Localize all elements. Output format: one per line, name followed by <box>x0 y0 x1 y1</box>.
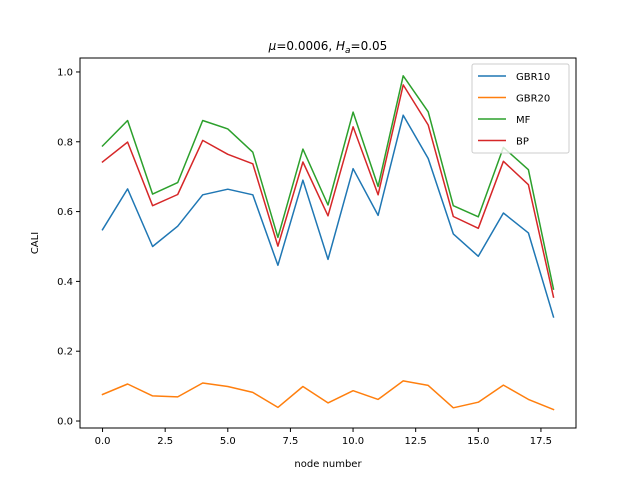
title-h-subscript: a <box>345 46 351 56</box>
x-tick-label: 7.5 <box>282 436 298 447</box>
y-tick-label: 0.4 <box>57 277 73 288</box>
x-tick-label: 0.0 <box>95 436 111 447</box>
chart-title: μ=0.0006, Ha=0.05 <box>268 39 388 56</box>
ticks-layer: 0.0 2.5 5.0 7.5 10.0 12.5 15.0 17.5 0.0 0.2 0.4 0.6… <box>57 67 552 447</box>
legend-label-gbr20: GBR20 <box>516 94 550 105</box>
x-axis-label: node number <box>294 459 362 470</box>
y-tick-label: 0.0 <box>57 417 73 428</box>
y-tick-label: 1.0 <box>57 67 73 78</box>
y-tick-label: 0.8 <box>57 137 73 148</box>
plot-frame <box>79 57 577 429</box>
legend-label-bp: BP <box>516 137 529 148</box>
x-tick-label: 12.5 <box>405 436 427 447</box>
legend: GBR10 GBR20 MF BP <box>471 63 570 154</box>
title-mu-symbol: μ <box>268 39 277 53</box>
legend-items: GBR10 GBR20 MF BP <box>478 72 550 148</box>
x-tick-label: 15.0 <box>467 436 489 447</box>
legend-box <box>471 63 570 154</box>
title-h-value: =0.05 <box>351 39 388 53</box>
y-tick-label: 0.2 <box>57 347 73 358</box>
series-line-gbr20 <box>101 380 555 411</box>
title-h-symbol: H <box>336 39 345 53</box>
x-tick-label: 2.5 <box>157 436 173 447</box>
title-mu-value: =0.0006, <box>276 39 336 53</box>
series-line-bp <box>101 84 555 298</box>
x-tick-label: 10.0 <box>342 436 364 447</box>
x-tick-label: 5.0 <box>220 436 236 447</box>
y-tick-label: 0.6 <box>57 207 73 218</box>
series-line-gbr10 <box>101 114 555 318</box>
legend-label-mf: MF <box>516 115 531 126</box>
series-layer <box>101 75 555 411</box>
y-axis-label: CALI <box>30 232 41 254</box>
legend-label-gbr10: GBR10 <box>516 72 550 83</box>
series-line-mf <box>101 75 555 290</box>
x-tick-label: 17.5 <box>530 436 552 447</box>
